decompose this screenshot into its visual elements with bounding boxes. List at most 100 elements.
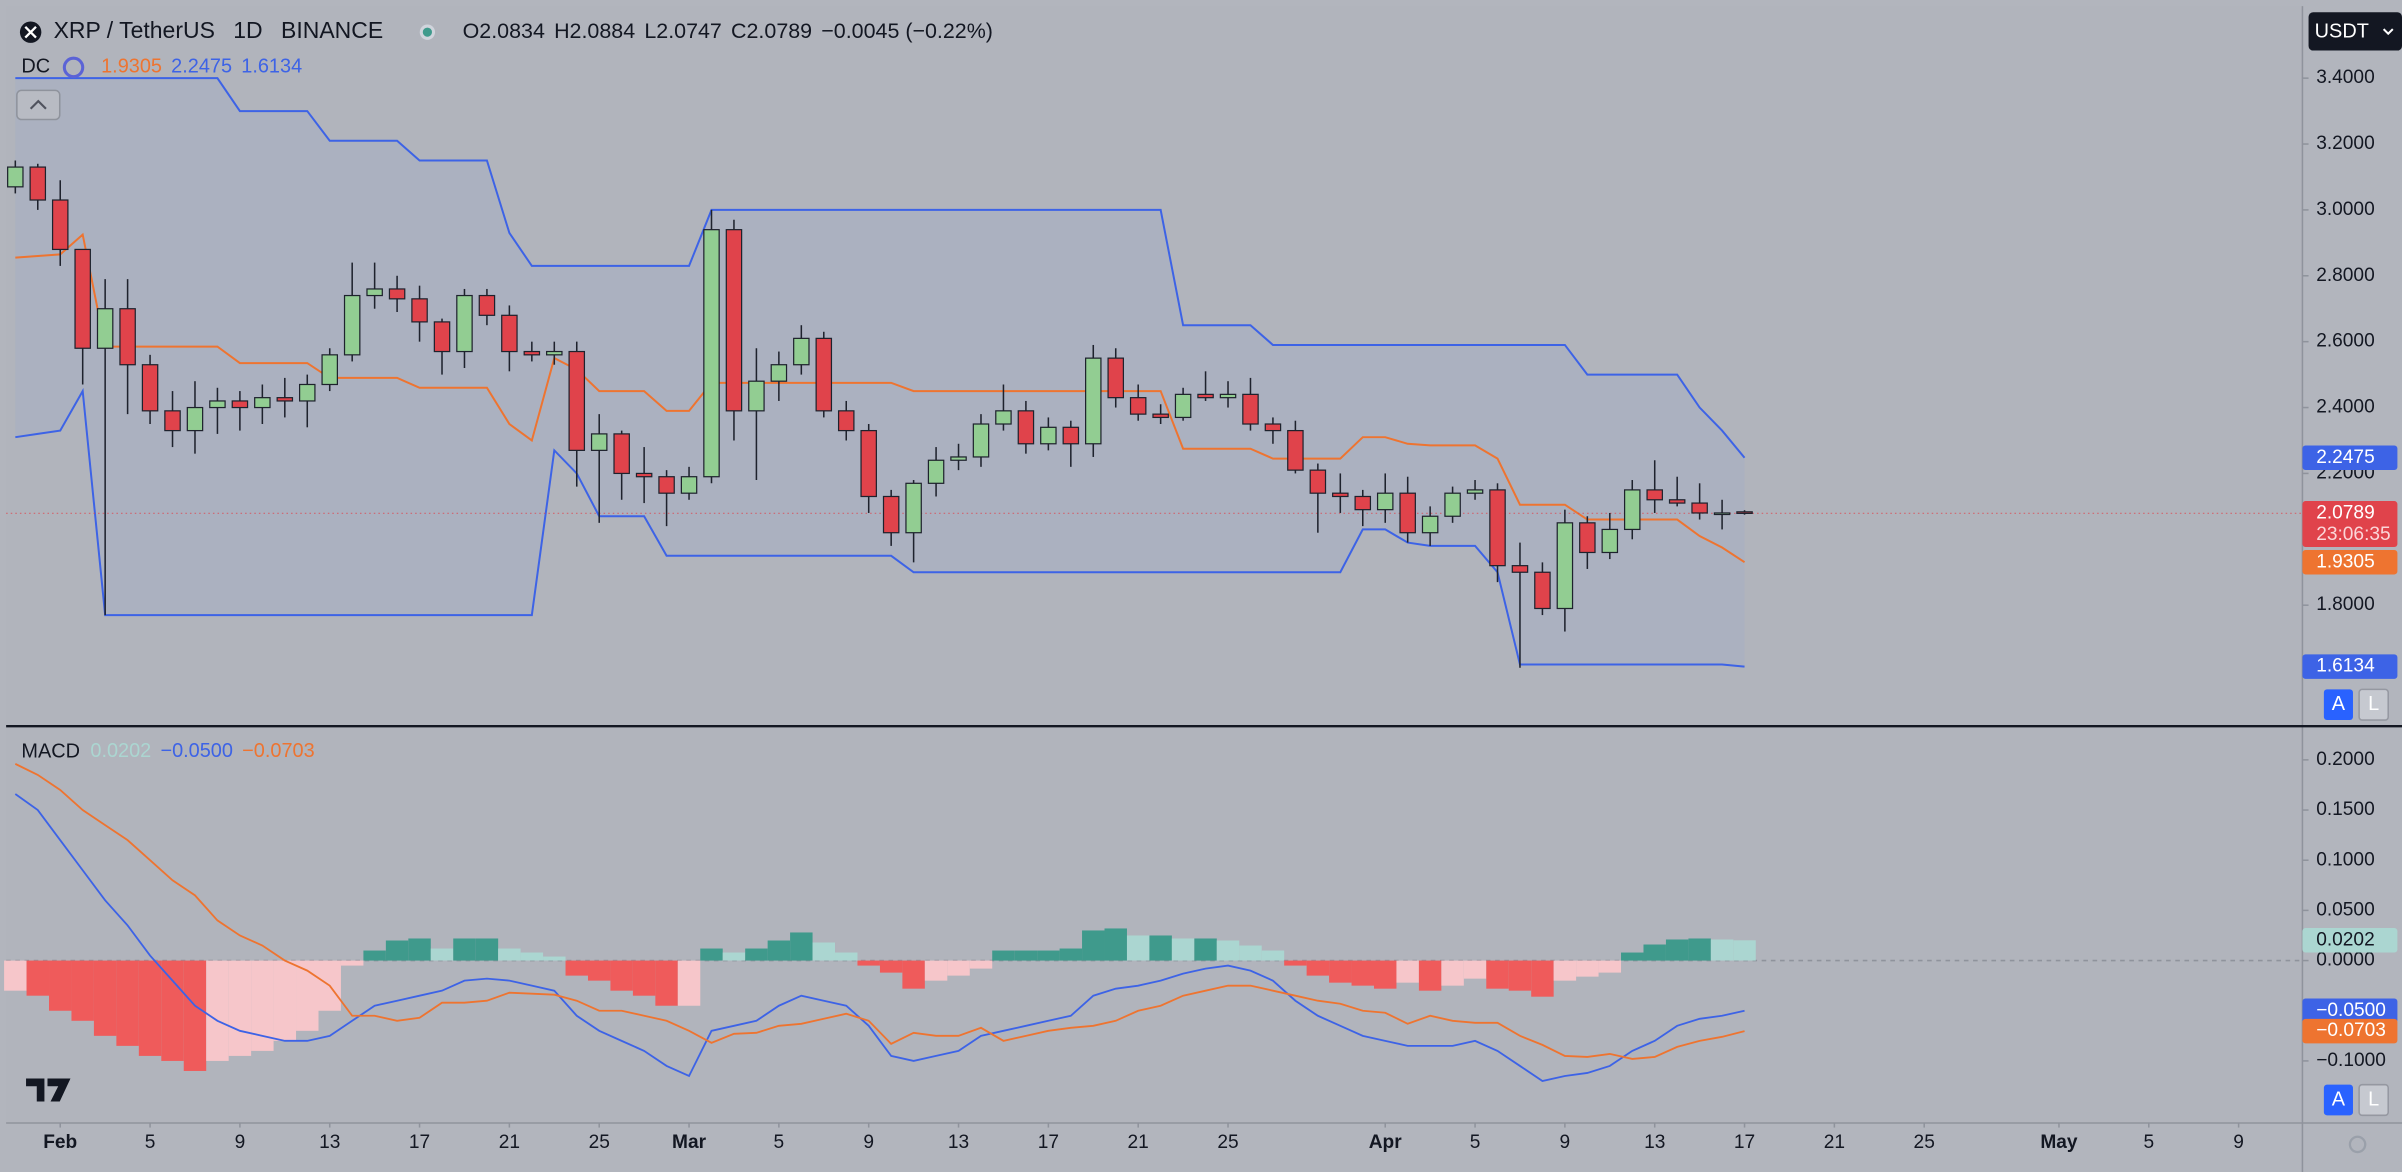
- macd-line: [14, 763, 1745, 1060]
- histogram-bar: [1126, 935, 1150, 961]
- candle-body: [343, 294, 361, 356]
- x-tick-label: 25: [1914, 1132, 1935, 1153]
- candle-body: [1107, 357, 1125, 399]
- logo: [26, 1078, 71, 1102]
- exchange: BINANCE: [281, 17, 383, 43]
- candle-body: [254, 397, 271, 409]
- price-label-box: [2302, 928, 2398, 953]
- candle-body: [748, 380, 765, 412]
- candle-body: [74, 248, 91, 349]
- histogram-bar: [228, 960, 252, 1056]
- candle-body: [815, 337, 833, 412]
- histogram-bar: [677, 960, 701, 1006]
- auto-scale-button[interactable]: [2323, 689, 2353, 721]
- x-tick-label: 21: [1128, 1132, 1149, 1153]
- x-tick-label: 17: [1734, 1132, 1755, 1153]
- histogram-bar: [1037, 950, 1060, 961]
- histogram-bar: [1710, 939, 1734, 961]
- symbol: XRP / TetherUS: [54, 17, 215, 43]
- candle-body: [1579, 522, 1596, 554]
- price-label: 0.0202: [2316, 929, 2374, 950]
- log-scale-button[interactable]: [2358, 688, 2389, 721]
- y-tick-label: 0.1500: [2316, 799, 2374, 820]
- ohlc-key: C: [731, 19, 746, 43]
- price-label-box: [2302, 1018, 2398, 1044]
- candle-body: [680, 476, 698, 494]
- x-tick-label: 13: [319, 1132, 340, 1153]
- candle-body: [523, 350, 541, 356]
- candle-body: [141, 364, 159, 412]
- settings-icon[interactable]: [2348, 1135, 2367, 1154]
- indicator-values: 1.9305 2.2475 1.6134: [101, 56, 302, 78]
- histogram-bar: [655, 960, 678, 1006]
- histogram-bar: [587, 960, 611, 981]
- auto-scale-button[interactable]: [2323, 1084, 2353, 1116]
- price-label: 2.2475: [2316, 447, 2374, 468]
- candle-body: [1332, 492, 1349, 498]
- price-label-box: [2302, 654, 2398, 679]
- histogram-bar: [1149, 935, 1172, 961]
- price-label: −0.0500: [2316, 1000, 2386, 1021]
- legend-value: 0.0202: [90, 740, 151, 762]
- histogram-bar: [1261, 950, 1285, 961]
- currency-chevron: [2382, 28, 2394, 36]
- candle-body: [658, 476, 675, 494]
- histogram-bar: [138, 960, 162, 1056]
- currency-button[interactable]: [2308, 12, 2402, 51]
- candle-body: [1421, 515, 1439, 534]
- candle-body: [1040, 426, 1057, 445]
- ohlc-value: 2.0884: [570, 19, 636, 43]
- price-label: 1.9305: [2316, 551, 2374, 572]
- channel-line: [15, 232, 1746, 564]
- candle-body: [456, 294, 473, 353]
- y-tick-label: 0.0000: [2316, 950, 2374, 971]
- histogram-bar: [475, 938, 499, 961]
- auto-scale-label: A: [2332, 1088, 2346, 1110]
- candle-body: [905, 482, 922, 534]
- legend-value: −0.0500: [160, 740, 233, 762]
- market-status-dot: [422, 27, 432, 37]
- histogram-bar: [947, 960, 970, 976]
- candle-body: [995, 410, 1012, 425]
- legend-value: −0.0703: [242, 740, 315, 762]
- candle-body: [1309, 469, 1327, 494]
- x-tick-label: 13: [1644, 1132, 1665, 1153]
- log-scale-label: L: [2368, 1088, 2379, 1110]
- collapse-button[interactable]: [16, 89, 61, 121]
- x-tick-label: Mar: [672, 1132, 707, 1153]
- candle-body: [321, 354, 338, 386]
- x-tick-label: 5: [145, 1132, 156, 1153]
- histogram-bar: [1463, 960, 1487, 979]
- candle-body: [793, 337, 810, 366]
- histogram-bar: [1396, 960, 1419, 983]
- x-tick-label: 25: [1217, 1132, 1238, 1153]
- candle-body: [1646, 489, 1663, 501]
- ohlc-value: 2.0789: [747, 19, 813, 43]
- histogram-bar: [71, 960, 94, 1021]
- histogram-bar: [453, 938, 476, 961]
- histogram-bar: [632, 960, 656, 996]
- interval: 1D: [233, 17, 262, 43]
- histogram-bar: [93, 960, 117, 1036]
- histogram-bar: [1351, 960, 1374, 986]
- indicator-name: DC: [21, 56, 50, 78]
- y-tick-label: 2.4000: [2316, 397, 2374, 418]
- histogram-bar: [4, 960, 27, 991]
- y-tick-label: −0.1000: [2316, 1050, 2386, 1071]
- candle-body: [1399, 492, 1416, 534]
- histogram-bar: [924, 960, 948, 981]
- histogram-bar: [430, 948, 454, 961]
- histogram-bar: [408, 938, 431, 961]
- candle-body: [411, 298, 428, 323]
- candle-body: [1287, 429, 1304, 471]
- legend-value: 1.6134: [241, 56, 302, 78]
- candle-body: [478, 294, 496, 316]
- log-scale-button[interactable]: [2358, 1083, 2389, 1117]
- countdown: 23:06:35: [2316, 524, 2390, 545]
- candle-body: [1601, 528, 1619, 554]
- candle-body: [568, 350, 586, 451]
- candle-body: [186, 406, 204, 432]
- auto-scale-label: A: [2332, 693, 2346, 715]
- candle-body: [1017, 410, 1035, 445]
- histogram-bar: [26, 960, 50, 996]
